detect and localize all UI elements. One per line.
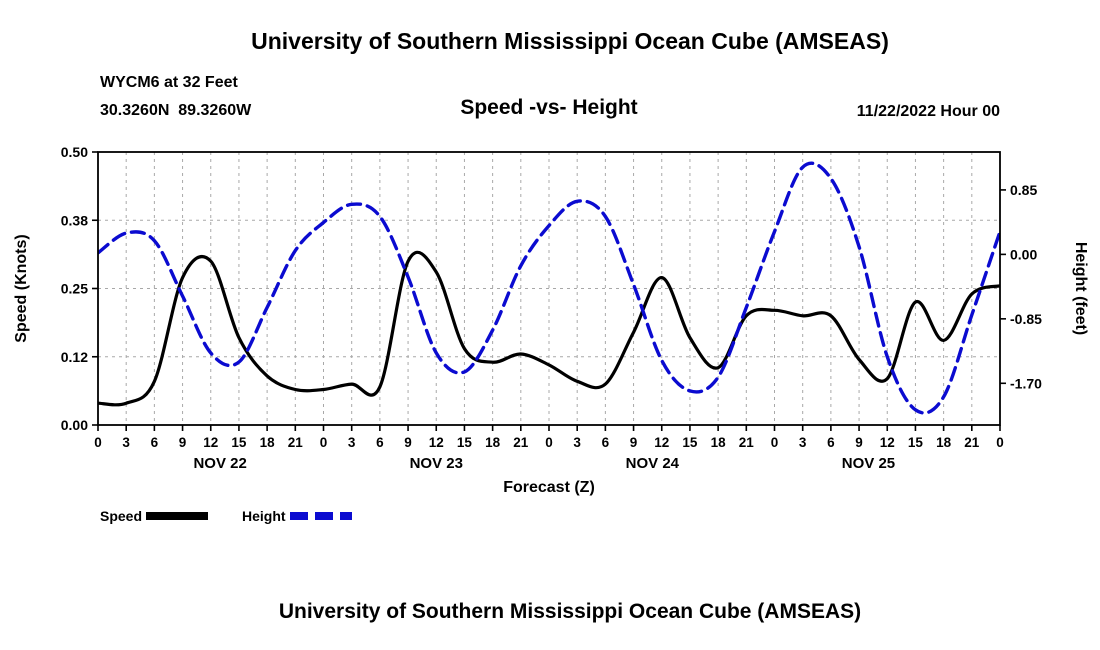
y-right-tick-label: -0.85: [1010, 311, 1042, 327]
y-left-tick-label: 0.12: [61, 349, 88, 365]
x-tick-label: 15: [682, 435, 698, 450]
x-tick-label: 3: [122, 435, 130, 450]
x-tick-label: 18: [260, 435, 276, 450]
x-tick-label: 0: [320, 435, 328, 450]
x-tick-label: 6: [602, 435, 610, 450]
height-line-swatch: [289, 512, 352, 520]
x-tick-label: 3: [799, 435, 807, 450]
station-id-line: WYCM6 at 32 Feet: [100, 74, 238, 91]
x-tick-label: 21: [964, 435, 980, 450]
y-right-tick-label: 0.00: [1010, 246, 1037, 262]
legend-label-speed: Speed: [100, 508, 143, 524]
legend-item-speed: Speed: [100, 508, 209, 524]
x-tick-label: 21: [513, 435, 529, 450]
page-title-bottom: University of Southern Mississippi Ocean…: [278, 600, 862, 623]
x-tick-label: 6: [376, 435, 384, 450]
y-left-tick-label: 0.38: [61, 212, 88, 228]
x-tick-label: 0: [996, 435, 1004, 450]
speed-line-swatch: [146, 512, 209, 520]
day-label: NOV 25: [842, 455, 895, 472]
forecast-datetime: 11/22/2022 Hour 00: [856, 103, 1000, 120]
legend-label-height: Height: [242, 508, 286, 524]
y-right-tick-label: -1.70: [1010, 375, 1042, 391]
x-tick-label: 21: [288, 435, 304, 450]
y-axis-title-left: Speed (Knots): [13, 234, 30, 342]
x-tick-label: 12: [203, 435, 218, 450]
day-label: NOV 22: [193, 455, 246, 472]
chart-subtitle: Speed -vs- Height: [460, 96, 638, 119]
x-tick-label: 15: [908, 435, 924, 450]
x-tick-label: 9: [630, 435, 638, 450]
x-tick-label: 12: [654, 435, 669, 450]
x-tick-label: 12: [429, 435, 444, 450]
page-title-top: University of Southern Mississippi Ocean…: [251, 28, 889, 54]
x-tick-label: 21: [739, 435, 755, 450]
y-left-tick-label: 0.25: [61, 281, 88, 297]
x-tick-label: 0: [545, 435, 553, 450]
grid-lines: [98, 152, 1000, 425]
x-tick-label: 18: [711, 435, 727, 450]
x-tick-label: 12: [880, 435, 895, 450]
legend-item-height: Height: [242, 508, 352, 524]
day-label: NOV 24: [626, 455, 680, 472]
x-tick-label: 3: [348, 435, 356, 450]
station-coords-line: 30.3260N 89.3260W: [100, 102, 252, 119]
x-tick-label: 3: [573, 435, 581, 450]
y-right-tick-label: 0.85: [1010, 182, 1037, 198]
day-label: NOV 23: [410, 455, 463, 472]
x-tick-label: 18: [485, 435, 501, 450]
x-tick-label: 0: [771, 435, 779, 450]
y-left-tick-label: 0.50: [61, 144, 88, 160]
y-axis-title-right: Height (feet): [1072, 242, 1089, 335]
x-tick-label: 9: [855, 435, 863, 450]
series-speed-line: [98, 250, 1000, 407]
x-tick-label: 18: [936, 435, 952, 450]
x-tick-label: 9: [179, 435, 187, 450]
x-tick-label: 15: [457, 435, 473, 450]
speed-height-chart: 0 3 6 9 12 15 18 21 0 3 6 9 12 15 18 21 0 3 6 9 12 15 18 21 0 3 6 9…: [13, 144, 1089, 496]
y-left-tick-label: 0.00: [61, 417, 88, 433]
series-height-line: [98, 161, 1000, 415]
x-tick-label: 6: [151, 435, 159, 450]
chart-legend: Speed Height: [100, 508, 352, 524]
x-tick-label: 0: [94, 435, 102, 450]
x-axis-title: Forecast (Z): [503, 479, 595, 496]
x-tick-label: 6: [827, 435, 835, 450]
x-tick-label: 9: [404, 435, 412, 450]
x-tick-label: 15: [231, 435, 247, 450]
